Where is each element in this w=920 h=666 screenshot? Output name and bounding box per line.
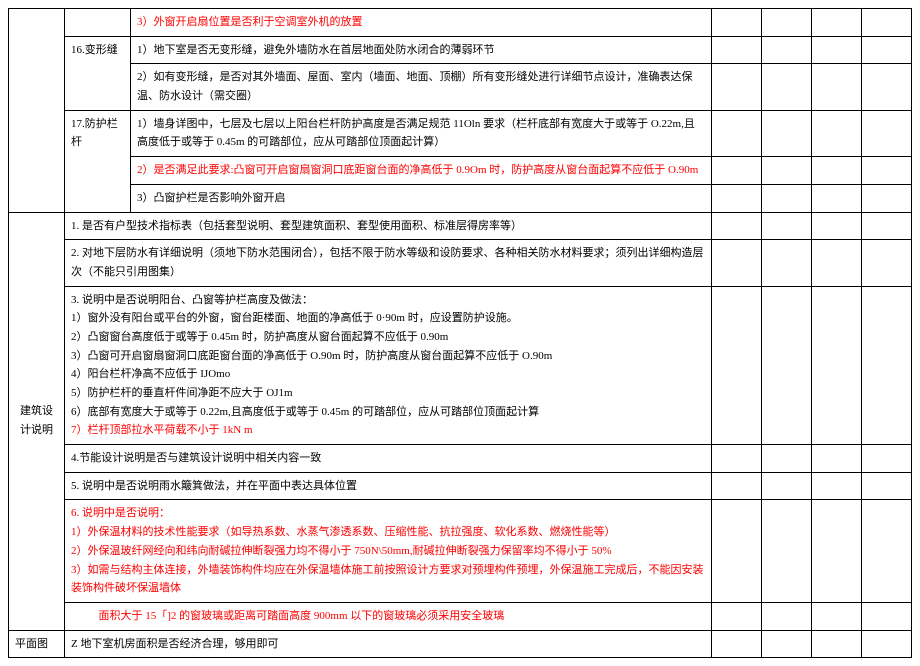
cell-blank [812,9,862,37]
cell: 2. 对地下层防水有详细说明（须地下防水范围闭合），包括不限于防水等级和设防要求… [65,240,712,286]
cell-blank [862,602,912,630]
inspection-table: 3）外窗开启扇位置是否利于空调室外机的放置 16.变形缝 1）地下室是否无变形缝… [8,8,912,658]
table-row: 5. 说明中是否说明雨水簸箕做法，并在平面中表达具体位置 [9,472,912,500]
cell: Z 地下室机房面积是否经济合理，够用即可 [65,630,712,658]
cell: 面积大于 15「]2 的窗玻璃或距离可踏面高度 900mm 以下的窗玻璃必须采用… [65,602,712,630]
cell-blank [762,110,812,156]
cell-blank [862,64,912,110]
cell-blank [762,472,812,500]
table-row: 2）如有变形缝，是否对其外墙面、屋面、室内（墙面、地面、顶棚）所有变形缝处进行详… [9,64,912,110]
table-row: 17.防护栏杆 1）墙身详图中，七层及七层以上阳台栏杆防护高度是否满足规范 11… [9,110,912,156]
cell-blank [862,212,912,240]
cell-blank [862,9,912,37]
cell: 4.节能设计说明是否与建筑设计说明中相关内容一致 [65,445,712,473]
cell-blank [712,500,762,602]
table-row: 2. 对地下层防水有详细说明（须地下防水范围闭合），包括不限于防水等级和设防要求… [9,240,912,286]
cell-label: 17.防护栏杆 [65,110,131,212]
cell-blank [862,240,912,286]
cell-blank [712,9,762,37]
cell-blank [862,445,912,473]
cell-blank [812,184,862,212]
cell-blank [812,240,862,286]
cell-blank [762,9,812,37]
cell: 6. 说明中是否说明： 1）外保温材料的技术性能要求（如导热系数、水蒸气渗透系数… [65,500,712,602]
cell-blank [862,630,912,658]
cell-blank [712,445,762,473]
cell: 3. 说明中是否说明阳台、凸窗等护栏高度及做法： 1）窗外没有阳台或平台的外窗，… [65,286,712,445]
cell-blank [65,9,131,37]
cell-blank [712,630,762,658]
cell-blank [812,286,862,445]
table-row: 4.节能设计说明是否与建筑设计说明中相关内容一致 [9,445,912,473]
cell-blank [812,500,862,602]
cell: 3）外窗开启扇位置是否利于空调室外机的放置 [131,9,712,37]
cell-blank [762,157,812,185]
cell-blank [762,184,812,212]
cell-blank [762,212,812,240]
cell-blank [812,110,862,156]
cell-blank [9,9,65,213]
table-row: 平面图 Z 地下室机房面积是否经济合理，够用即可 [9,630,912,658]
table-row: 16.变形缝 1）地下室是否无变形缝，避免外墙防水在首层地面处防水闭合的薄弱环节 [9,36,912,64]
table-row: 3）凸窗护栏是否影响外窗开启 [9,184,912,212]
cell-blank [812,602,862,630]
cell-blank [812,472,862,500]
table-row: 2）是否满足此要求:凸窗可开启窗扇窗洞口底距窗台面的净高低于 0.9Om 时，防… [9,157,912,185]
cell-blank [712,212,762,240]
cell-blank [712,240,762,286]
section-label: 建筑设计说明 [9,212,65,630]
cell-blank [712,472,762,500]
cell: 5. 说明中是否说明雨水簸箕做法，并在平面中表达具体位置 [65,472,712,500]
cell-blank [862,472,912,500]
cell-blank [762,602,812,630]
cell-blank [812,630,862,658]
cell-blank [762,286,812,445]
cell-blank [712,64,762,110]
cell-blank [862,500,912,602]
cell-blank [762,64,812,110]
table-row: 3. 说明中是否说明阳台、凸窗等护栏高度及做法： 1）窗外没有阳台或平台的外窗，… [9,286,912,445]
cell-blank [812,445,862,473]
cell-blank [812,36,862,64]
cell-blank [862,110,912,156]
cell-blank [712,286,762,445]
cell-blank [862,36,912,64]
cell-blank [762,500,812,602]
cell: 1）墙身详图中，七层及七层以上阳台栏杆防护高度是否满足规范 11Oln 要求（栏… [131,110,712,156]
cell: 1）地下室是否无变形缝，避免外墙防水在首层地面处防水闭合的薄弱环节 [131,36,712,64]
cell-blank [712,157,762,185]
cell-blank [762,445,812,473]
cell-blank [862,184,912,212]
cell-blank [812,157,862,185]
table-row: 6. 说明中是否说明： 1）外保温材料的技术性能要求（如导热系数、水蒸气渗透系数… [9,500,912,602]
cell: 3）凸窗护栏是否影响外窗开启 [131,184,712,212]
cell-label: 16.变形缝 [65,36,131,110]
cell: 2）如有变形缝，是否对其外墙面、屋面、室内（墙面、地面、顶棚）所有变形缝处进行详… [131,64,712,110]
cell-blank [812,212,862,240]
section-label: 平面图 [9,630,65,658]
cell-blank [862,157,912,185]
table-row: 3）外窗开启扇位置是否利于空调室外机的放置 [9,9,912,37]
cell-blank [712,36,762,64]
cell: 1. 是否有户型技术指标表（包括套型说明、套型建筑面积、套型使用面积、标准层得房… [65,212,712,240]
cell-blank [712,184,762,212]
cell-blank [762,240,812,286]
cell-blank [712,602,762,630]
cell: 2）是否满足此要求:凸窗可开启窗扇窗洞口底距窗台面的净高低于 0.9Om 时，防… [131,157,712,185]
cell-blank [812,64,862,110]
cell-blank [762,36,812,64]
cell-blank [762,630,812,658]
cell-blank [862,286,912,445]
table-row: 面积大于 15「]2 的窗玻璃或距离可踏面高度 900mm 以下的窗玻璃必须采用… [9,602,912,630]
table-row: 建筑设计说明 1. 是否有户型技术指标表（包括套型说明、套型建筑面积、套型使用面… [9,212,912,240]
cell-blank [712,110,762,156]
